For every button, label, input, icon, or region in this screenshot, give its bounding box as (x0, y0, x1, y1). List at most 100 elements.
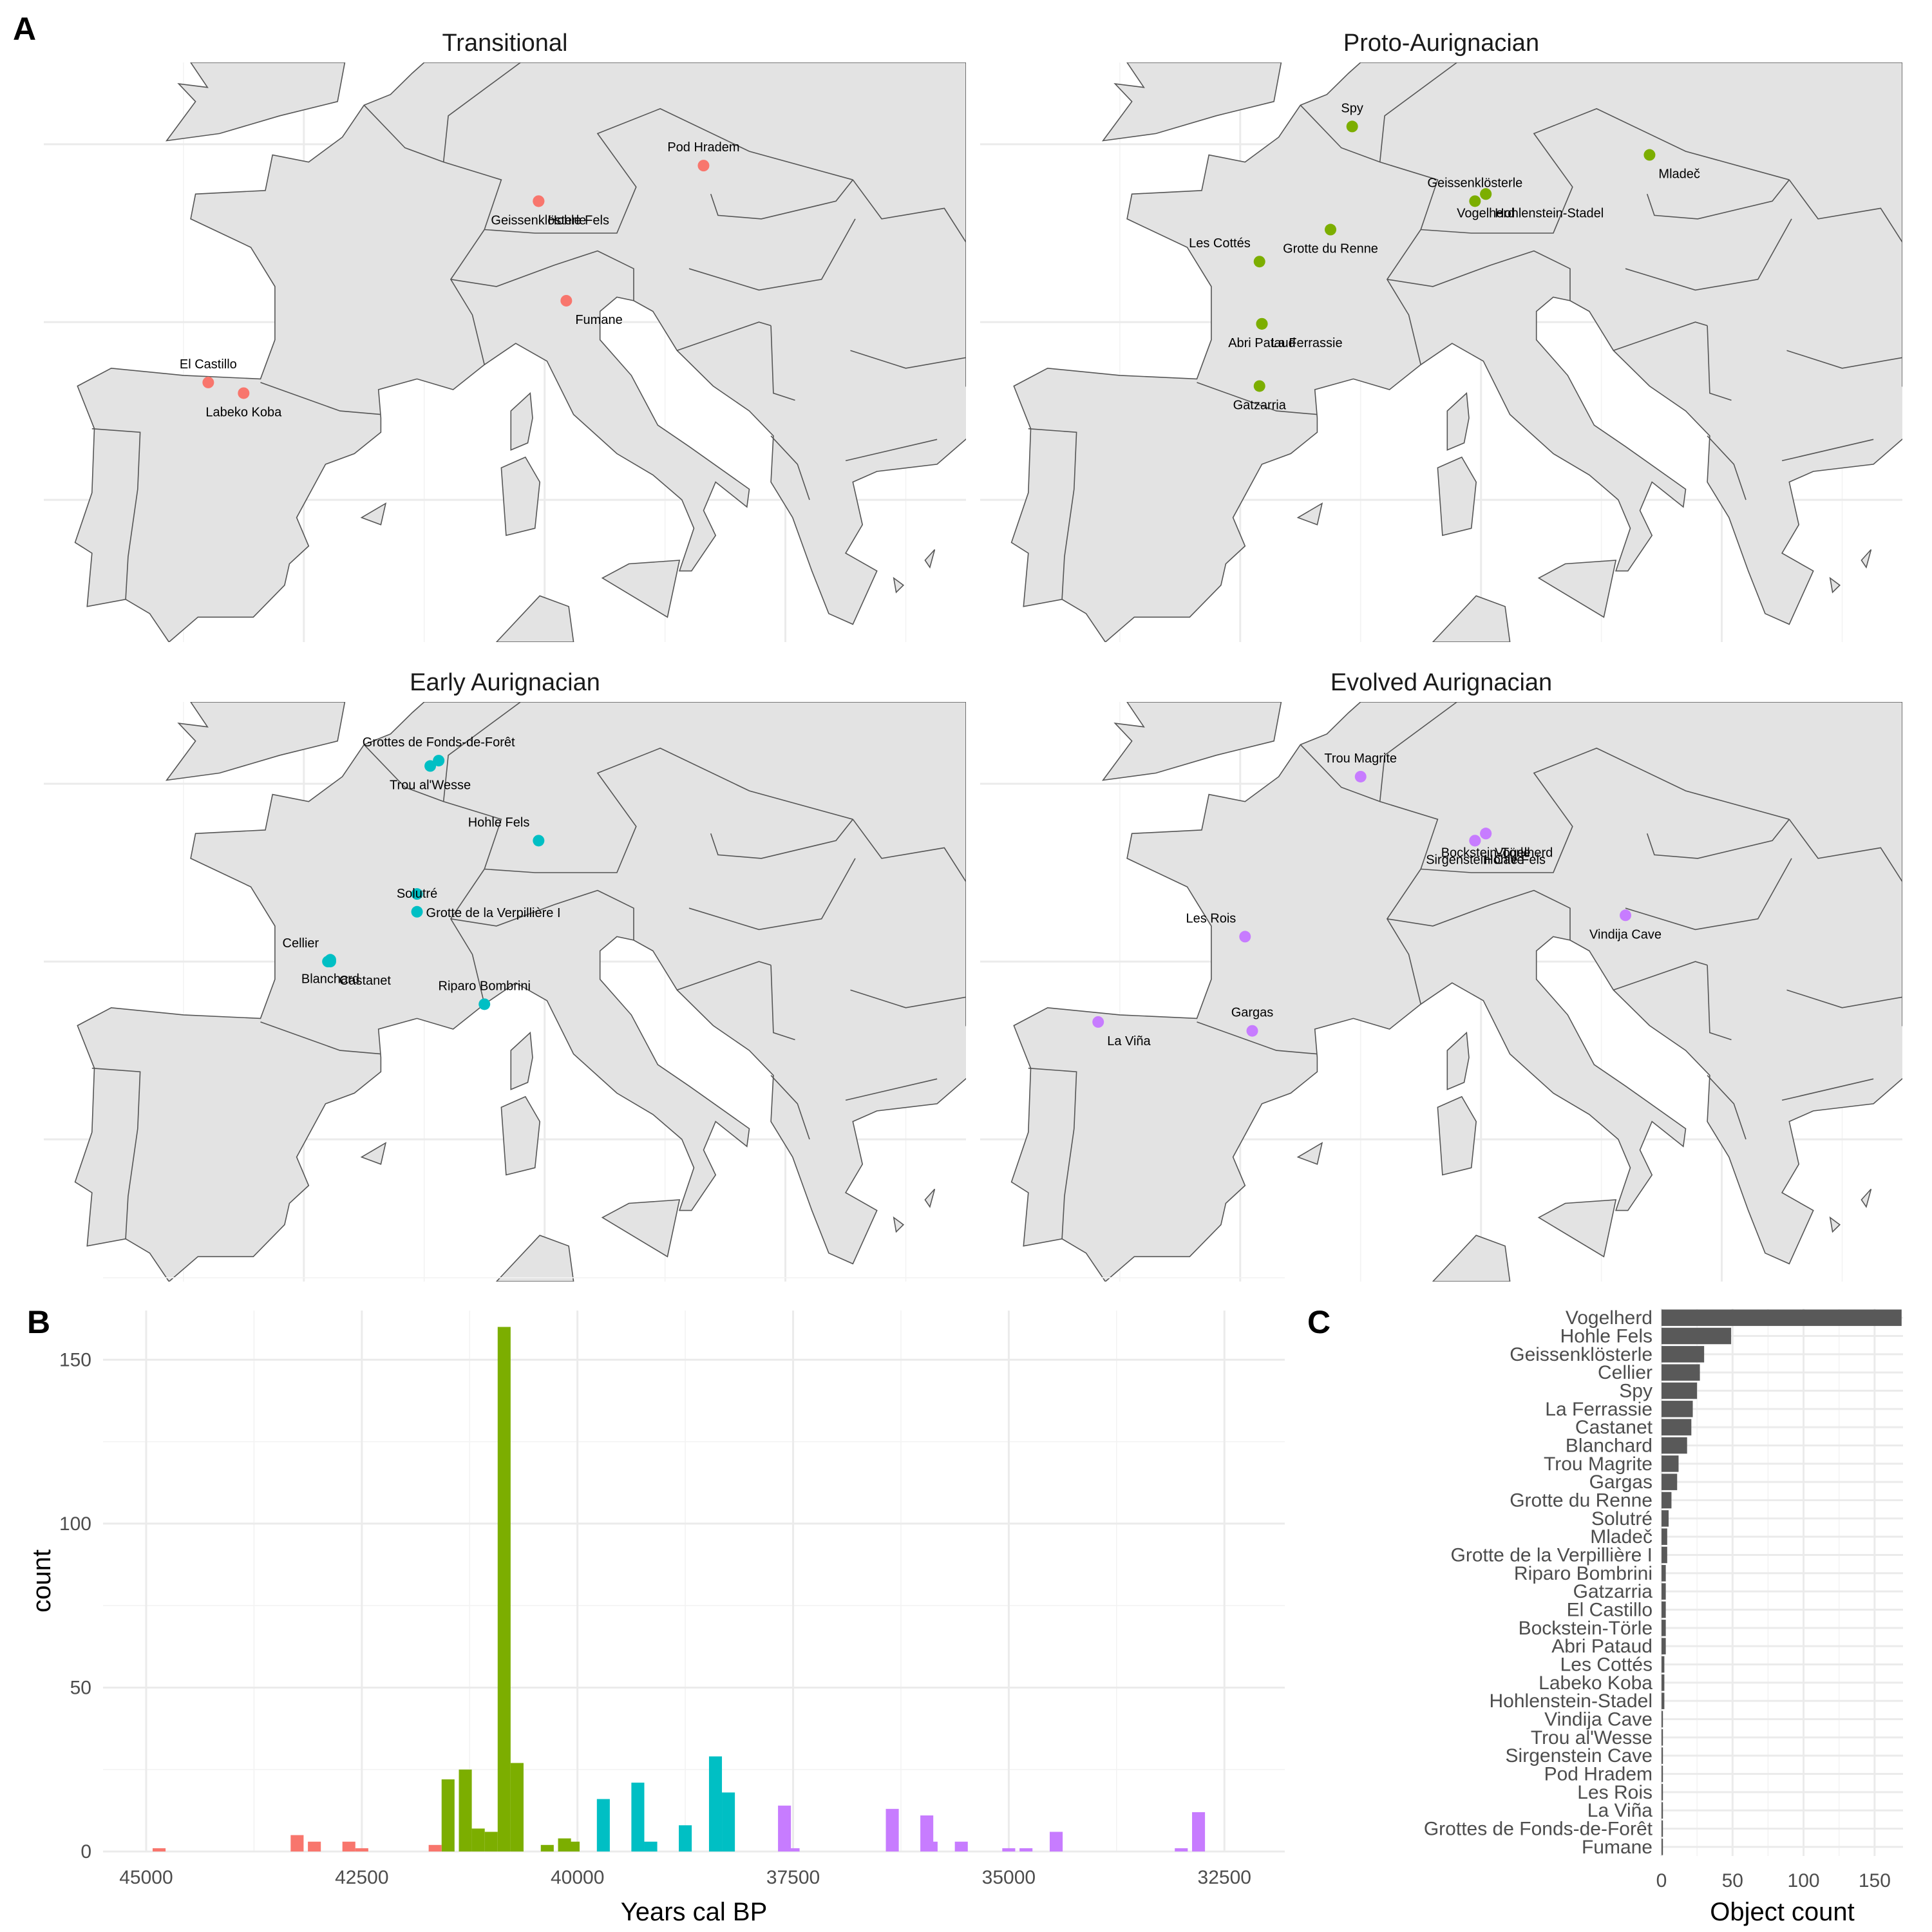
histogram-bar (540, 1844, 554, 1852)
histogram-bar (566, 1841, 580, 1852)
country-border (770, 1075, 810, 1140)
object-count-bar (1662, 1839, 1663, 1855)
histogram-bar (786, 1848, 800, 1852)
land-shape (510, 392, 533, 451)
histogram-bar (778, 1805, 791, 1852)
land-shape (1861, 549, 1872, 569)
country-border (1028, 428, 1077, 600)
histogram-bar (290, 1835, 304, 1852)
category-label: Fumane (1582, 1837, 1653, 1858)
land-shape (1446, 392, 1470, 451)
object-count-bar (1662, 1692, 1665, 1709)
histogram-bar (484, 1832, 498, 1852)
category-label: Grottes de Fonds-de-Forêt (1424, 1819, 1653, 1840)
histogram-bar (441, 1779, 455, 1852)
histogram-bar (355, 1848, 368, 1852)
x-axis-title: Object count (1710, 1898, 1855, 1926)
category-label: La Viña (1587, 1800, 1653, 1821)
category-label: Cellier (1598, 1362, 1653, 1383)
histogram-bar (708, 1756, 723, 1852)
category-label: Grotte de la Verpillière I (1451, 1545, 1653, 1566)
site-label: Hohle Fels (468, 815, 530, 829)
object-count-bar (1662, 1765, 1663, 1783)
country-border (260, 1021, 381, 1055)
category-label: Spy (1619, 1381, 1653, 1402)
land-shape (1861, 1188, 1872, 1208)
land-shape (1437, 1095, 1477, 1176)
y-axis-title: count (28, 1549, 56, 1613)
country-border (1788, 819, 1902, 883)
land-shape (924, 549, 936, 569)
country-border (484, 747, 853, 873)
land-shape (1432, 1235, 1511, 1282)
land-shape (924, 1188, 936, 1208)
category-label: Hohle Fels (1560, 1326, 1653, 1347)
category-label: Grotte du Renne (1510, 1490, 1653, 1511)
country-border (688, 218, 856, 291)
histogram-bar (428, 1844, 442, 1852)
histogram-bar (886, 1808, 899, 1852)
histogram-bar (497, 1327, 511, 1852)
land-shape (1537, 560, 1617, 618)
site-label: Riparo Bombrini (439, 979, 531, 993)
land-shape (165, 702, 346, 781)
category-label: Abri Pataud (1551, 1636, 1653, 1657)
site-point (424, 760, 437, 772)
land-shape (74, 702, 966, 1282)
category-label: Trou Magrite (1544, 1454, 1653, 1475)
country-border (1788, 179, 1902, 243)
x-tick-label: 50 (1722, 1870, 1743, 1891)
site-point (1325, 223, 1337, 236)
category-label: Castanet (1575, 1417, 1653, 1438)
object-count-bar (1662, 1437, 1687, 1454)
category-label: Blanchard (1566, 1435, 1653, 1457)
country-border (770, 965, 795, 1041)
country-border (845, 439, 938, 462)
site-point (1239, 931, 1251, 943)
object-count-bar (1662, 1820, 1663, 1837)
country-border (1387, 889, 1571, 940)
x-tick-label: 150 (1859, 1870, 1891, 1891)
land-shape (165, 62, 346, 142)
site-label: Geissenklösterle (1427, 176, 1522, 190)
category-label: Riparo Bombrini (1514, 1563, 1653, 1584)
land-shape (872, 1303, 934, 1317)
facet-title: Early Aurignacian (410, 669, 600, 696)
histogram-bar (510, 1763, 524, 1852)
x-tick-label: 32500 (1198, 1867, 1251, 1888)
site-point (411, 905, 423, 918)
country-border (1707, 325, 1732, 401)
site-label: Cellier (283, 936, 319, 951)
site-label: Gatzarria (1233, 398, 1287, 412)
site-label: Trou Magrite (1324, 752, 1397, 766)
category-label: La Ferrassie (1545, 1399, 1653, 1420)
category-label: Les Rois (1577, 1782, 1653, 1803)
object-count-bar (1662, 1364, 1700, 1381)
land-shape (500, 456, 541, 536)
site-label: El Castillo (180, 357, 237, 372)
country-border (442, 702, 521, 802)
site-point (1256, 317, 1268, 330)
country-border (91, 428, 141, 600)
category-label: Vogelherd (1566, 1307, 1653, 1329)
country-border (1786, 989, 1902, 1009)
country-border (845, 1078, 938, 1101)
category-label: El Castillo (1567, 1600, 1653, 1621)
land-shape (1101, 62, 1282, 142)
histogram-bar (679, 1825, 692, 1852)
site-label: Trou al'Wesse (390, 778, 471, 792)
panel-letter-b: B (27, 1304, 50, 1340)
land-shape (360, 1142, 387, 1165)
site-label: Gargas (1231, 1006, 1274, 1020)
country-border (91, 1067, 141, 1239)
category-label: Gargas (1589, 1472, 1653, 1493)
country-border (1379, 62, 1457, 162)
facet-title: Transitional (442, 30, 567, 57)
object-count-bar (1662, 1747, 1663, 1764)
category-label: Sirgenstein Cave (1506, 1745, 1653, 1766)
site-label: Mladeč (1658, 167, 1700, 182)
panel-letter-a: A (13, 11, 36, 47)
category-label: Hohlenstein-Stadel (1490, 1690, 1653, 1712)
